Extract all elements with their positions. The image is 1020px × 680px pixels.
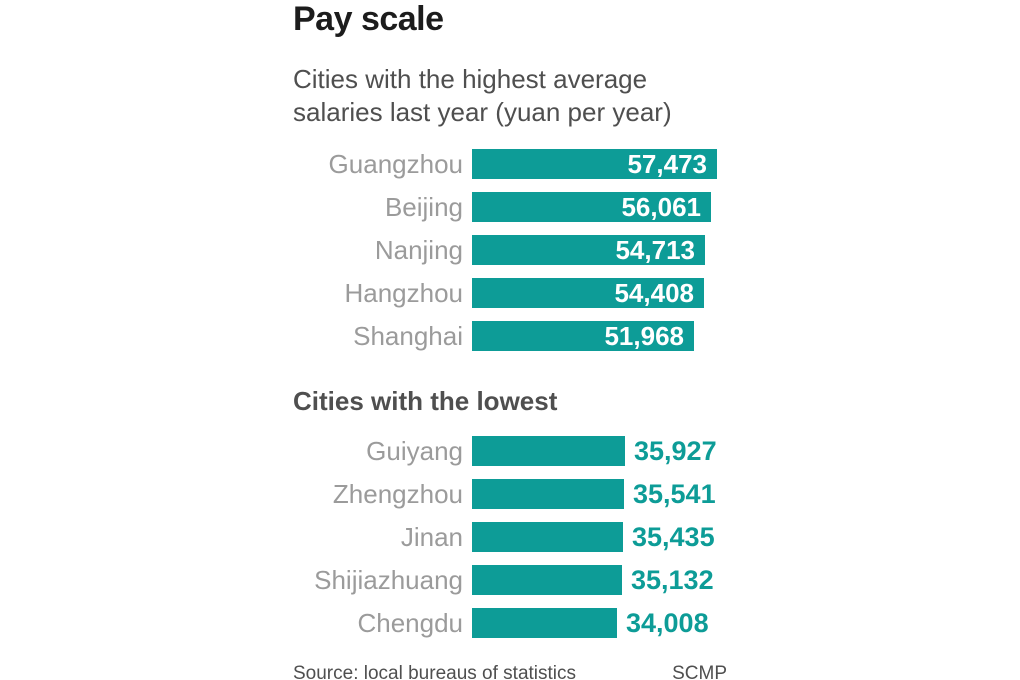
bar-value: 56,061 <box>621 192 701 222</box>
bar: 56,061 <box>472 192 711 222</box>
credit-scmp: SCMP <box>672 663 727 680</box>
bar-row: Guangzhou 57,473 <box>293 149 727 179</box>
lowest-salaries-bar-group: Guiyang 35,927 Zhengzhou 35,541 Jinan 35… <box>293 436 727 638</box>
bar-value: 35,435 <box>632 522 715 552</box>
bar <box>472 608 617 638</box>
bar-row: Nanjing 54,713 <box>293 235 727 265</box>
city-label: Guangzhou <box>328 148 463 179</box>
city-label: Zhengzhou <box>332 478 463 509</box>
city-label: Hangzhou <box>344 277 463 308</box>
bar-row: Chengdu 34,008 <box>293 608 727 638</box>
bar-row: Beijing 56,061 <box>293 192 727 222</box>
city-label: Nanjing <box>374 234 463 265</box>
page-title: Pay scale <box>293 0 444 38</box>
bar-row: Zhengzhou 35,541 <box>293 479 727 509</box>
bar-value: 35,541 <box>633 479 716 509</box>
city-label: Shanghai <box>353 320 463 351</box>
source-note: Source: local bureaus of statistics <box>293 663 577 680</box>
bar-row: Jinan 35,435 <box>293 522 727 552</box>
bar-row: Guiyang 35,927 <box>293 436 727 466</box>
bar <box>472 436 625 466</box>
bar-row: Shanghai 51,968 <box>293 321 727 351</box>
city-label: Guiyang <box>366 435 463 466</box>
bar-row: Shijiazhuang 35,132 <box>293 565 727 595</box>
bar-row: Hangzhou 54,408 <box>293 278 727 308</box>
bar-value: 57,473 <box>627 149 707 179</box>
city-label: Shijiazhuang <box>314 564 463 595</box>
chart-subtitle: Cities with the highest average salaries… <box>293 64 672 127</box>
bar-value: 35,927 <box>634 436 717 466</box>
pay-scale-infographic: Pay scale Cities with the highest averag… <box>293 0 727 680</box>
chart-footer: Source: local bureaus of statistics SCMP <box>293 663 727 680</box>
bar-value: 35,132 <box>631 565 714 595</box>
bar <box>472 479 624 509</box>
bar-value: 34,008 <box>626 608 709 638</box>
bar-value: 54,408 <box>614 278 694 308</box>
city-label: Chengdu <box>357 607 463 638</box>
lowest-section-heading: Cities with the lowest <box>293 386 558 416</box>
highest-salaries-bar-group: Guangzhou 57,473 Beijing 56,061 Nanjing … <box>293 149 727 351</box>
bar-value: 54,713 <box>615 235 695 265</box>
bar: 57,473 <box>472 149 717 179</box>
bar: 51,968 <box>472 321 694 351</box>
bar <box>472 522 623 552</box>
bar: 54,713 <box>472 235 705 265</box>
bar: 54,408 <box>472 278 704 308</box>
bar-value: 51,968 <box>604 321 684 351</box>
city-label: Beijing <box>384 191 463 222</box>
city-label: Jinan <box>400 521 463 552</box>
bar <box>472 565 622 595</box>
